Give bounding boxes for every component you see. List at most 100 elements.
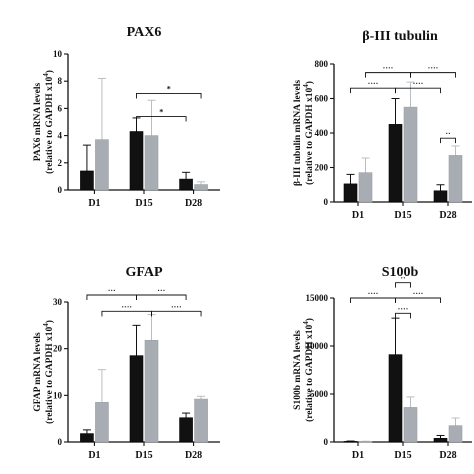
x-tick-label: D28 [439,210,456,221]
significance-bracket [86,294,137,300]
significance-bracket [136,116,187,122]
significance-bracket [151,310,202,317]
y-tick-label: 0 [58,437,63,447]
y-axis-label: β-III tubulin mRNA levels (relative to GA… [293,80,315,186]
y-axis-label-superscript: 4 [302,84,310,88]
bar [343,183,358,203]
y-axis-label-end: ) [304,81,315,84]
significance-bracket [136,92,202,99]
chart-title: GFAP [125,265,163,280]
y-axis-label-superscript: 4 [42,323,50,327]
significance-label: ···· [413,79,424,88]
significance-bracket [350,87,396,94]
chart-panel-1: PAX6 PAX6 mRNA levels (relative to GAPDH x… [33,25,220,209]
chart-panel-2: β-III tubulin β-III tubulin mRNA levels (r… [293,29,472,221]
y-tick-label: 4 [58,131,63,141]
y-axis-label-line1: GFAP mRNA levels [33,332,43,412]
y-tick-label: 200 [315,163,329,173]
y-tick-label: 8 [58,76,63,86]
x-tick-label: D1 [352,450,364,461]
significance-label: ·· [445,129,450,138]
significance-label: ···· [121,302,132,311]
significance-bracket [395,312,411,319]
chart-title: S100b [382,265,419,280]
significance-bracket [101,310,152,317]
y-axis-label-end: ) [304,318,315,321]
x-tick-label: D1 [88,450,100,461]
bar [448,155,463,203]
y-tick-label: 5000 [310,389,329,399]
bar [129,131,144,191]
bar [343,441,358,443]
significance-label: ···· [428,64,439,73]
y-axis-label-superscript: 4 [42,73,50,77]
significance-bracket [440,137,456,144]
y-axis-label-line2: (relative to GAPDH x10 [44,327,55,424]
x-tick-label: D1 [352,210,364,221]
significance-bracket [365,72,411,78]
y-axis-label: PAX6 mRNA levels (relative to GAPDH x104) [33,70,55,174]
significance-bracket [410,72,456,78]
significance-label: ···· [398,304,409,313]
y-axis-label-line1: PAX6 mRNA levels [33,82,43,161]
y-tick-label: 20 [53,344,63,354]
bar [403,106,418,203]
y-axis-label-line2: (relative to GAPDH x10 [304,88,315,185]
y-tick-label: 6 [58,103,63,113]
significance-label: ·· [400,274,405,283]
significance-label: ···· [368,289,379,298]
y-tick-label: 2 [58,158,63,168]
bar [448,425,463,443]
x-tick-label: D1 [88,198,100,209]
y-axis-label-line1: β-III tubulin mRNA levels [293,80,303,186]
bar [433,190,448,203]
y-axis-label-line1: S100b mRNA levels [293,330,303,410]
bar [388,124,403,203]
bar [144,339,159,443]
bar [358,441,373,443]
x-tick-label: D15 [135,198,152,209]
chart-title: PAX6 [127,25,162,40]
bar [194,398,208,443]
significance-label: ···· [413,289,424,298]
bar [358,172,373,203]
bar [388,354,403,443]
significance-bracket [395,297,441,303]
significance-bracket [395,282,411,288]
bar [194,184,208,191]
x-tick-label: D15 [394,210,411,221]
significance-bracket [136,294,187,300]
chart-title: β-III tubulin [362,29,438,44]
x-tick-label: D28 [185,198,202,209]
x-tick-label: D28 [439,450,456,461]
y-tick-label: 0 [58,185,63,195]
significance-bracket [350,297,396,303]
y-axis-label-end: ) [44,70,55,73]
y-tick-label: 10000 [306,341,329,351]
significance-label: ··· [157,286,165,295]
y-axis-label-superscript: 4 [302,321,310,325]
y-axis-label-line2: (relative to GAPDH x10 [44,77,55,174]
significance-label: ···· [368,79,379,88]
bar [403,407,418,443]
y-tick-label: 0 [324,197,329,207]
chart-panel-4: S100b S100b mRNA levels (relative to GAPDH… [293,265,472,461]
y-axis-label: S100b mRNA levels (relative to GAPDH x104… [293,318,315,422]
bar [95,139,109,191]
chart-panel-3: GFAP GFAP mRNA levels (relative to GAPDH x… [33,265,220,461]
y-axis-label-line2: (relative to GAPDH x10 [304,325,315,422]
bar [80,170,94,191]
y-tick-label: 800 [315,59,329,69]
bar [144,135,159,191]
x-tick-label: D28 [185,450,202,461]
y-tick-label: 10 [53,390,63,400]
y-tick-label: 30 [53,297,63,307]
bar [95,402,109,443]
x-tick-label: D15 [394,450,411,461]
significance-label: ···· [171,302,182,311]
y-tick-label: 400 [315,128,329,138]
bar [433,438,448,443]
bar [80,433,94,443]
significance-label: * [167,84,171,93]
bar [179,417,193,443]
